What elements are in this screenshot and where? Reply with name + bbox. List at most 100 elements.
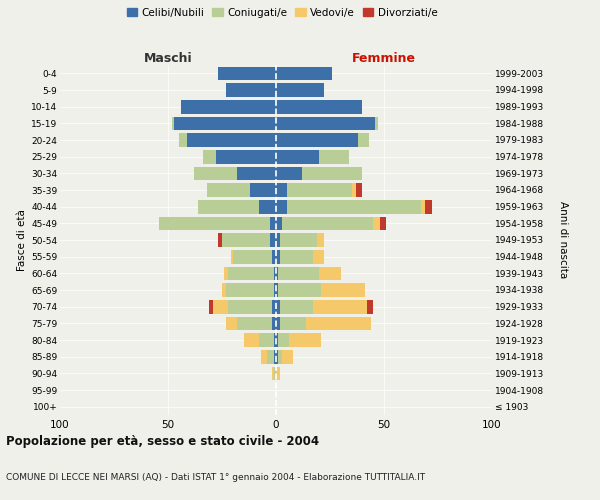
Bar: [306, 316, 371, 330]
Bar: [272, 316, 276, 330]
Bar: [187, 133, 276, 147]
Bar: [373, 216, 380, 230]
Bar: [280, 250, 313, 264]
Bar: [280, 316, 306, 330]
Bar: [203, 150, 215, 164]
Bar: [276, 66, 332, 80]
Bar: [215, 150, 276, 164]
Text: Maschi: Maschi: [143, 52, 193, 65]
Bar: [214, 300, 229, 314]
Bar: [278, 283, 322, 297]
Bar: [276, 266, 278, 280]
Bar: [276, 166, 302, 180]
Bar: [244, 333, 259, 347]
Bar: [319, 150, 349, 164]
Y-axis label: Fasce di età: Fasce di età: [17, 209, 27, 271]
Text: Popolazione per età, sesso e stato civile - 2004: Popolazione per età, sesso e stato civil…: [6, 435, 319, 448]
Bar: [376, 116, 377, 130]
Bar: [358, 133, 369, 147]
Bar: [268, 350, 274, 364]
Bar: [276, 116, 376, 130]
Bar: [276, 250, 280, 264]
Bar: [274, 333, 276, 347]
Text: COMUNE DI LECCE NEI MARSI (AQ) - Dati ISTAT 1° gennaio 2004 - Elaborazione TUTTI: COMUNE DI LECCE NEI MARSI (AQ) - Dati IS…: [6, 473, 425, 482]
Bar: [276, 316, 280, 330]
Bar: [233, 250, 272, 264]
Bar: [226, 283, 274, 297]
Bar: [179, 133, 187, 147]
Bar: [276, 333, 278, 347]
Bar: [181, 100, 276, 114]
Bar: [222, 233, 269, 247]
Bar: [269, 233, 276, 247]
Bar: [352, 183, 356, 197]
Bar: [274, 266, 276, 280]
Bar: [283, 350, 293, 364]
Bar: [421, 200, 425, 213]
Bar: [269, 216, 276, 230]
Bar: [380, 216, 386, 230]
Bar: [218, 66, 276, 80]
Bar: [276, 350, 278, 364]
Bar: [278, 266, 319, 280]
Bar: [289, 333, 322, 347]
Bar: [198, 200, 259, 213]
Legend: Celibi/Nubili, Coniugati/e, Vedovi/e, Divorziati/e: Celibi/Nubili, Coniugati/e, Vedovi/e, Di…: [127, 8, 437, 18]
Bar: [276, 233, 280, 247]
Bar: [261, 350, 268, 364]
Bar: [259, 333, 274, 347]
Bar: [175, 116, 276, 130]
Bar: [287, 183, 352, 197]
Bar: [229, 300, 272, 314]
Bar: [259, 200, 276, 213]
Bar: [322, 283, 365, 297]
Bar: [250, 183, 276, 197]
Bar: [287, 200, 421, 213]
Bar: [280, 233, 317, 247]
Bar: [272, 250, 276, 264]
Bar: [207, 183, 250, 197]
Y-axis label: Anni di nascita: Anni di nascita: [558, 202, 568, 278]
Bar: [276, 200, 287, 213]
Bar: [272, 300, 276, 314]
Bar: [313, 300, 367, 314]
Bar: [224, 266, 229, 280]
Bar: [229, 266, 274, 280]
Bar: [222, 283, 226, 297]
Text: Femmine: Femmine: [352, 52, 416, 65]
Bar: [218, 233, 222, 247]
Bar: [160, 216, 269, 230]
Bar: [274, 366, 276, 380]
Bar: [237, 316, 272, 330]
Bar: [278, 333, 289, 347]
Bar: [276, 366, 280, 380]
Bar: [237, 166, 276, 180]
Bar: [276, 283, 278, 297]
Bar: [276, 133, 358, 147]
Bar: [283, 216, 373, 230]
Bar: [276, 216, 283, 230]
Bar: [302, 166, 362, 180]
Bar: [356, 183, 362, 197]
Bar: [276, 150, 319, 164]
Bar: [425, 200, 431, 213]
Bar: [276, 183, 287, 197]
Bar: [276, 100, 362, 114]
Bar: [317, 233, 323, 247]
Bar: [367, 300, 373, 314]
Bar: [230, 250, 233, 264]
Bar: [209, 300, 214, 314]
Bar: [278, 350, 283, 364]
Bar: [226, 316, 237, 330]
Bar: [226, 83, 276, 97]
Bar: [319, 266, 341, 280]
Bar: [172, 116, 175, 130]
Bar: [274, 283, 276, 297]
Bar: [280, 300, 313, 314]
Bar: [194, 166, 237, 180]
Bar: [276, 300, 280, 314]
Bar: [274, 350, 276, 364]
Bar: [272, 366, 274, 380]
Bar: [313, 250, 323, 264]
Bar: [276, 83, 323, 97]
